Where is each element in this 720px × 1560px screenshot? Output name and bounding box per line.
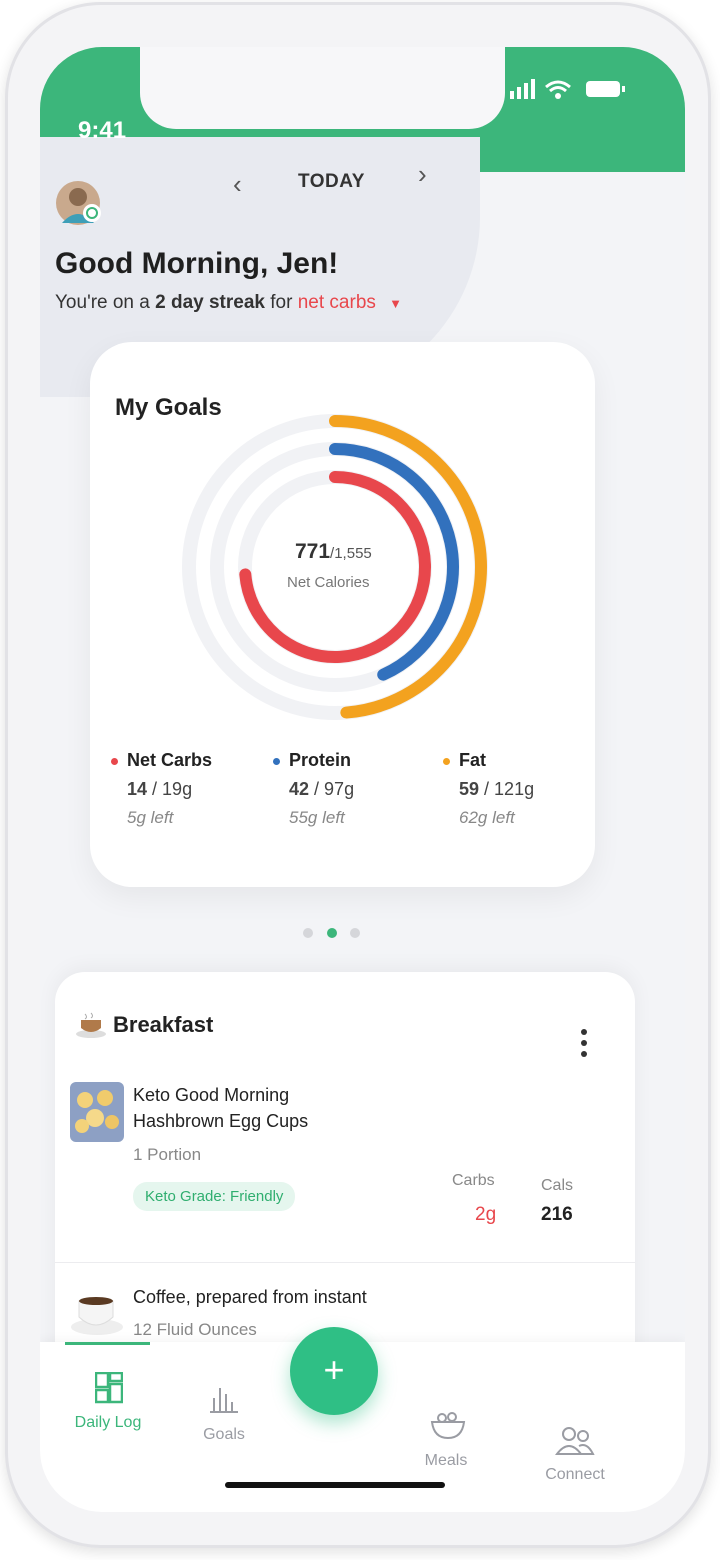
legend-dot bbox=[111, 758, 118, 765]
connect-icon bbox=[555, 1427, 595, 1455]
tab[interactable]: Daily Log bbox=[74, 1414, 142, 1431]
status-icons bbox=[510, 79, 625, 99]
separator: / bbox=[314, 779, 320, 799]
next-day[interactable]: › bbox=[418, 159, 427, 189]
status-time: 9:41 bbox=[78, 117, 127, 144]
goals-icon bbox=[210, 1388, 238, 1413]
goal-rings bbox=[182, 414, 488, 720]
cup-icon bbox=[76, 1012, 106, 1038]
serving: 12 Fluid Ounces bbox=[133, 1320, 257, 1339]
prev-day[interactable]: ‹ bbox=[233, 169, 242, 199]
legend-dot bbox=[273, 758, 280, 765]
macro-left: 55g left bbox=[289, 808, 345, 827]
streak-metric[interactable]: net carbs bbox=[297, 292, 376, 313]
column-header: Cals bbox=[541, 1177, 574, 1194]
streak-prefix: You're on a bbox=[55, 292, 150, 313]
home-indicator bbox=[225, 1482, 445, 1488]
macro-consumed: 59 bbox=[459, 779, 480, 799]
calories-summary: 771/1,555 bbox=[295, 540, 372, 564]
active-tab-indicator bbox=[65, 1342, 150, 1345]
separator: / bbox=[152, 779, 158, 799]
macro-amount: 14/19g bbox=[127, 779, 192, 800]
calories-consumed: 771 bbox=[295, 540, 331, 563]
screen: 9:41 ‹ TODAY › Good Morning, Jen! You're… bbox=[40, 47, 685, 1512]
tab[interactable]: Connect bbox=[545, 1466, 605, 1483]
phone-frame: 9:41 ‹ TODAY › Good Morning, Jen! You're… bbox=[5, 2, 711, 1548]
greeting: Good Morning, Jen! bbox=[55, 247, 339, 280]
legend-dot bbox=[443, 758, 450, 765]
add-button[interactable]: + bbox=[290, 1327, 378, 1415]
cals-value: 216 bbox=[541, 1204, 573, 1225]
tab[interactable]: Goals bbox=[203, 1426, 245, 1443]
ring-arc bbox=[329, 443, 459, 681]
food-image bbox=[70, 1082, 124, 1142]
badge: Keto Grade: Friendly bbox=[133, 1182, 296, 1211]
more-menu[interactable] bbox=[579, 1028, 589, 1060]
calories-label: Net Calories bbox=[287, 574, 370, 591]
macro-name: Net Carbs bbox=[127, 750, 213, 770]
macro-name: Protein bbox=[289, 750, 352, 770]
macro-consumed: 14 bbox=[127, 779, 148, 799]
date-label: TODAY bbox=[298, 171, 365, 192]
macro-left: 62g left bbox=[459, 808, 515, 827]
meals-icon bbox=[430, 1412, 466, 1440]
pager bbox=[303, 928, 360, 938]
macro-goal: 97g bbox=[324, 779, 355, 799]
goals-card: My Goals 771/1,555 Net Calories Net Carb… bbox=[90, 342, 595, 887]
separator: / bbox=[484, 779, 490, 799]
food-name[interactable]: Coffee, prepared from instant bbox=[133, 1287, 367, 1307]
serving: 1 Portion bbox=[133, 1145, 202, 1164]
meal-title: Breakfast bbox=[113, 1012, 214, 1037]
daily-log-icon bbox=[95, 1372, 123, 1404]
calories-goal: 1,555 bbox=[334, 545, 372, 562]
macro-consumed: 42 bbox=[289, 779, 310, 799]
food-name[interactable]: Keto Good Morning Hashbrown Egg Cups bbox=[133, 1085, 309, 1131]
streak-highlight: 2 day streak bbox=[155, 292, 265, 313]
macro-amount: 42/97g bbox=[289, 779, 354, 800]
avatar[interactable] bbox=[54, 179, 104, 229]
macro-name: Fat bbox=[459, 750, 486, 770]
macro-amount: 59/121g bbox=[459, 779, 534, 800]
macro-left: 5g left bbox=[127, 808, 174, 827]
carbs-value: 2g bbox=[475, 1204, 497, 1225]
ring-arc bbox=[329, 415, 487, 719]
separator: / bbox=[330, 545, 335, 562]
column-header: Carbs bbox=[452, 1172, 495, 1189]
macro-goal: 121g bbox=[494, 779, 535, 799]
notch bbox=[140, 47, 505, 129]
tab[interactable]: Meals bbox=[424, 1452, 468, 1469]
streak-line: You're on a 2 day streak for net carbs ▼ bbox=[55, 292, 402, 314]
ring-arc bbox=[239, 471, 431, 663]
coffee-image bbox=[71, 1297, 123, 1335]
goals-title: My Goals bbox=[115, 394, 222, 421]
divider bbox=[55, 1262, 635, 1263]
streak-middle: for bbox=[270, 292, 293, 313]
macro-goal: 19g bbox=[162, 779, 193, 799]
dropdown-arrow[interactable]: ▼ bbox=[389, 296, 403, 311]
